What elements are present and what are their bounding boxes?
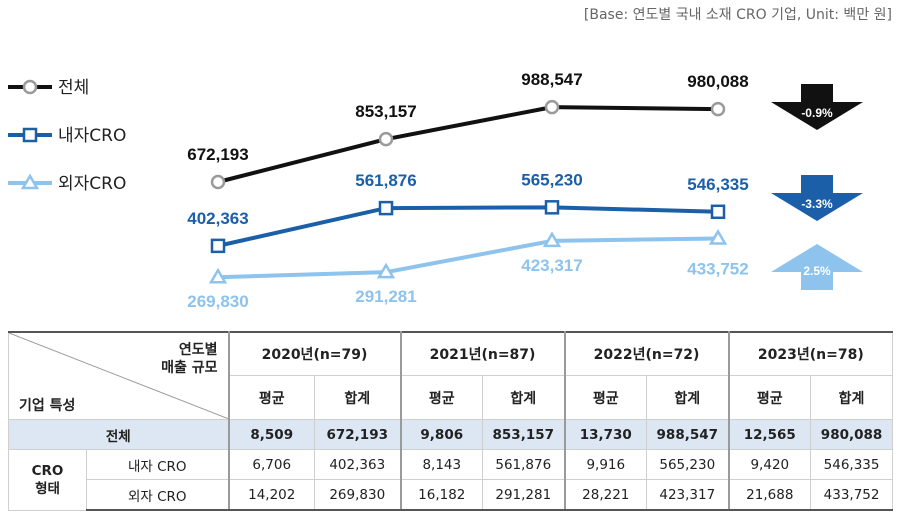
data-label: 988,547 <box>521 70 582 89</box>
table-cell: 8,143 <box>400 449 484 480</box>
table-cell: 269,830 <box>313 479 402 511</box>
corner-top-line2: 매출 규모 <box>161 360 218 376</box>
row-label-foreign: 외자 CRO <box>86 479 230 511</box>
data-label: 561,876 <box>355 171 416 190</box>
group-label-line2: 형태 <box>35 480 60 497</box>
table-cell: 28,221 <box>564 479 648 511</box>
data-point-marker <box>542 231 562 248</box>
corner-top-line1: 연도별 <box>178 342 218 358</box>
change-label: -0.9% <box>801 106 833 120</box>
legend-label: 내자CRO <box>58 126 126 146</box>
data-point-marker <box>376 262 396 279</box>
row-group-label: CRO 형태 <box>8 449 87 511</box>
data-label: 565,230 <box>521 170 582 189</box>
table-cell: 13,730 <box>564 419 648 450</box>
data-label: 423,317 <box>521 256 582 275</box>
data-table-wrapper: 연도별 매출 규모 기업 특성 2020년(n=79) 2021년(n=87) … <box>8 331 894 511</box>
table-cell: 853,157 <box>482 419 566 450</box>
row-label-total: 전체 <box>8 419 230 450</box>
row-label-domestic: 내자 CRO <box>86 449 230 480</box>
data-point-marker <box>544 200 560 215</box>
data-label: 853,157 <box>355 102 416 121</box>
group-label-line1: CRO <box>31 462 64 479</box>
sub-header-avg: 평균 <box>564 375 648 420</box>
data-label: 269,830 <box>187 292 248 311</box>
legend-marker <box>20 173 40 190</box>
data-point-marker <box>710 204 726 220</box>
sub-header-sum: 합계 <box>482 375 566 420</box>
change-arrow-down <box>771 84 863 130</box>
series-line <box>217 105 719 184</box>
year-header-2023: 2023년(n=78) <box>728 331 894 376</box>
data-point-marker <box>378 200 394 216</box>
change-arrow-up <box>771 244 863 290</box>
data-label: 980,088 <box>687 72 748 91</box>
table-cell: 9,806 <box>400 419 484 450</box>
data-point-marker <box>378 131 394 147</box>
legend-label: 외자CRO <box>58 174 126 194</box>
sub-header-sum: 합계 <box>810 375 894 420</box>
table-cell: 546,335 <box>810 449 894 480</box>
table-cell: 8,509 <box>228 419 315 450</box>
change-arrow-down <box>771 175 863 221</box>
base-unit-note: [Base: 연도별 국내 소재 CRO 기업, Unit: 백만 원] <box>583 7 892 23</box>
table-cell: 291,281 <box>482 479 566 511</box>
table-cell: 672,193 <box>313 419 402 450</box>
data-label: 291,281 <box>355 287 416 306</box>
data-label: 433,752 <box>687 259 748 278</box>
table-row-foreign: 외자 CRO 14,202 269,830 16,182 291,281 28,… <box>9 479 894 511</box>
sales-table: 연도별 매출 규모 기업 특성 2020년(n=79) 2021년(n=87) … <box>8 331 894 511</box>
table-cell: 980,088 <box>810 419 894 450</box>
table-cell: 561,876 <box>482 449 566 480</box>
table-cell: 14,202 <box>228 479 315 511</box>
data-point-marker <box>544 99 560 115</box>
table-cell: 402,363 <box>313 449 402 480</box>
data-label: 546,335 <box>687 175 748 194</box>
change-label: -3.3% <box>801 197 833 211</box>
data-point-marker <box>710 101 726 117</box>
table-cell: 433,752 <box>810 479 894 511</box>
corner-diagonal <box>9 333 229 419</box>
data-label: 402,363 <box>187 209 248 228</box>
sub-header-avg: 평균 <box>728 375 812 420</box>
table-cell: 565,230 <box>646 449 730 480</box>
data-point-marker <box>210 174 226 190</box>
series-line <box>217 236 719 280</box>
table-cell: 21,688 <box>728 479 812 511</box>
year-header-2021: 2021년(n=87) <box>400 331 566 376</box>
sub-header-sum: 합계 <box>646 375 730 420</box>
table-corner-header: 연도별 매출 규모 기업 특성 <box>8 331 230 420</box>
legend-label: 전체 <box>58 78 89 98</box>
change-arrows: -0.9% -3.3% 2.5% <box>771 84 863 290</box>
sub-header-sum: 합계 <box>313 375 402 420</box>
table-cell: 9,420 <box>728 449 812 480</box>
table-row-total: 전체 8,509 672,193 9,806 853,157 13,730 98… <box>8 419 894 450</box>
table-cell: 423,317 <box>646 479 730 511</box>
data-point-marker <box>208 267 228 284</box>
table-cell: 16,182 <box>400 479 484 511</box>
table-cell: 9,916 <box>564 449 648 480</box>
sub-header-avg: 평균 <box>400 375 484 420</box>
year-header-2020: 2020년(n=79) <box>227 331 402 376</box>
data-point-marker <box>708 228 728 245</box>
chart-lines: 672,193 853,157 988,547 980,088 402,363 561,8… <box>187 70 748 311</box>
sub-header-avg: 평균 <box>228 375 315 420</box>
corner-bottom-label: 기업 특성 <box>19 398 76 414</box>
legend-marker <box>22 127 38 143</box>
year-header-2022: 2022년(n=72) <box>564 331 730 376</box>
table-cell: 988,547 <box>646 419 730 450</box>
table-cell: 6,706 <box>228 449 315 480</box>
series-line <box>217 205 719 248</box>
data-point-marker <box>210 238 226 254</box>
change-label: 2.5% <box>803 264 831 278</box>
table-cell: 12,565 <box>728 419 812 450</box>
legend-marker <box>22 79 38 95</box>
data-label: 672,193 <box>187 145 248 164</box>
table-row-domestic: CRO 형태 내자 CRO 6,706 402,363 8,143 561,87… <box>8 449 894 511</box>
